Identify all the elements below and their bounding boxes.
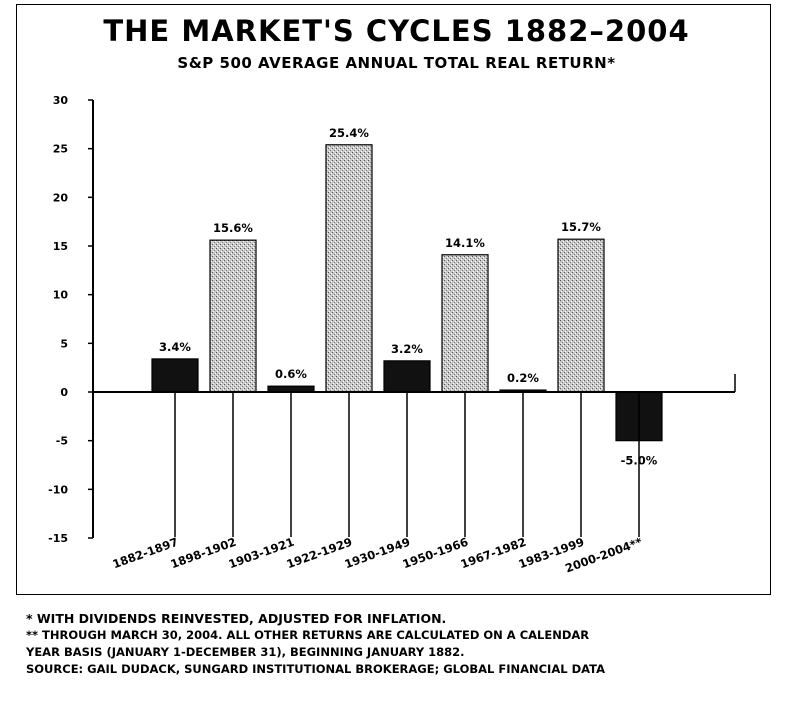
- footnote-calendar-basis: YEAR BASIS (JANUARY 1-DECEMBER 31), BEGI…: [26, 645, 465, 659]
- x-tick-label: 1922-1929: [285, 535, 354, 572]
- x-tick-label: 1930-1949: [343, 535, 412, 572]
- x-tick-label: 1903-1921: [227, 535, 296, 572]
- y-tick-label: 0: [60, 386, 68, 399]
- y-tick-label: 15: [53, 240, 68, 253]
- bar-chart: -15-10-50510152025301882-18971898-190219…: [48, 94, 736, 575]
- bar-1922-1929: [325, 144, 373, 393]
- y-tick-label: 10: [53, 289, 69, 302]
- x-tick-label: 1950-1966: [401, 535, 470, 572]
- footnote-dividends: * WITH DIVIDENDS REINVESTED, ADJUSTED FO…: [26, 611, 447, 626]
- data-label: 14.1%: [445, 236, 485, 250]
- y-tick-label: -5: [56, 435, 68, 448]
- chart-frame: [16, 4, 771, 595]
- y-tick-label: 20: [53, 191, 69, 204]
- chart-subtitle: S&P 500 AVERAGE ANNUAL TOTAL REAL RETURN…: [177, 54, 616, 72]
- bar-1983-1999: [557, 238, 605, 393]
- bar-1950-1966: [441, 254, 489, 393]
- footnote-source: SOURCE: GAIL DUDACK, SUNGARD INSTITUTION…: [26, 662, 605, 676]
- x-tick-label: 1967-1982: [459, 535, 528, 572]
- footnote-through-date: ** THROUGH MARCH 30, 2004. ALL OTHER RET…: [26, 628, 590, 642]
- x-tick-label: 1882-1897: [111, 535, 180, 572]
- data-label: 0.6%: [275, 367, 307, 381]
- y-tick-label: 25: [53, 143, 68, 156]
- footnotes: * WITH DIVIDENDS REINVESTED, ADJUSTED FO…: [26, 610, 766, 678]
- y-tick-label: 30: [53, 94, 69, 107]
- bar-1898-1902: [209, 239, 257, 393]
- chart-title: THE MARKET'S CYCLES 1882–2004: [103, 14, 690, 48]
- data-label: 15.6%: [213, 221, 253, 235]
- data-label: 0.2%: [507, 371, 539, 385]
- data-label: 25.4%: [329, 126, 369, 140]
- data-label: 3.4%: [159, 340, 191, 354]
- bar-1930-1949: [383, 360, 431, 393]
- y-tick-label: -15: [48, 532, 68, 545]
- data-label: 15.7%: [561, 220, 601, 234]
- data-label: 3.2%: [391, 342, 423, 356]
- data-label: -5.0%: [621, 454, 658, 468]
- y-tick-label: -10: [48, 483, 68, 496]
- bar-1882-1897: [151, 358, 199, 393]
- x-tick-label: 1898-1902: [169, 535, 238, 572]
- y-tick-label: 5: [60, 337, 68, 350]
